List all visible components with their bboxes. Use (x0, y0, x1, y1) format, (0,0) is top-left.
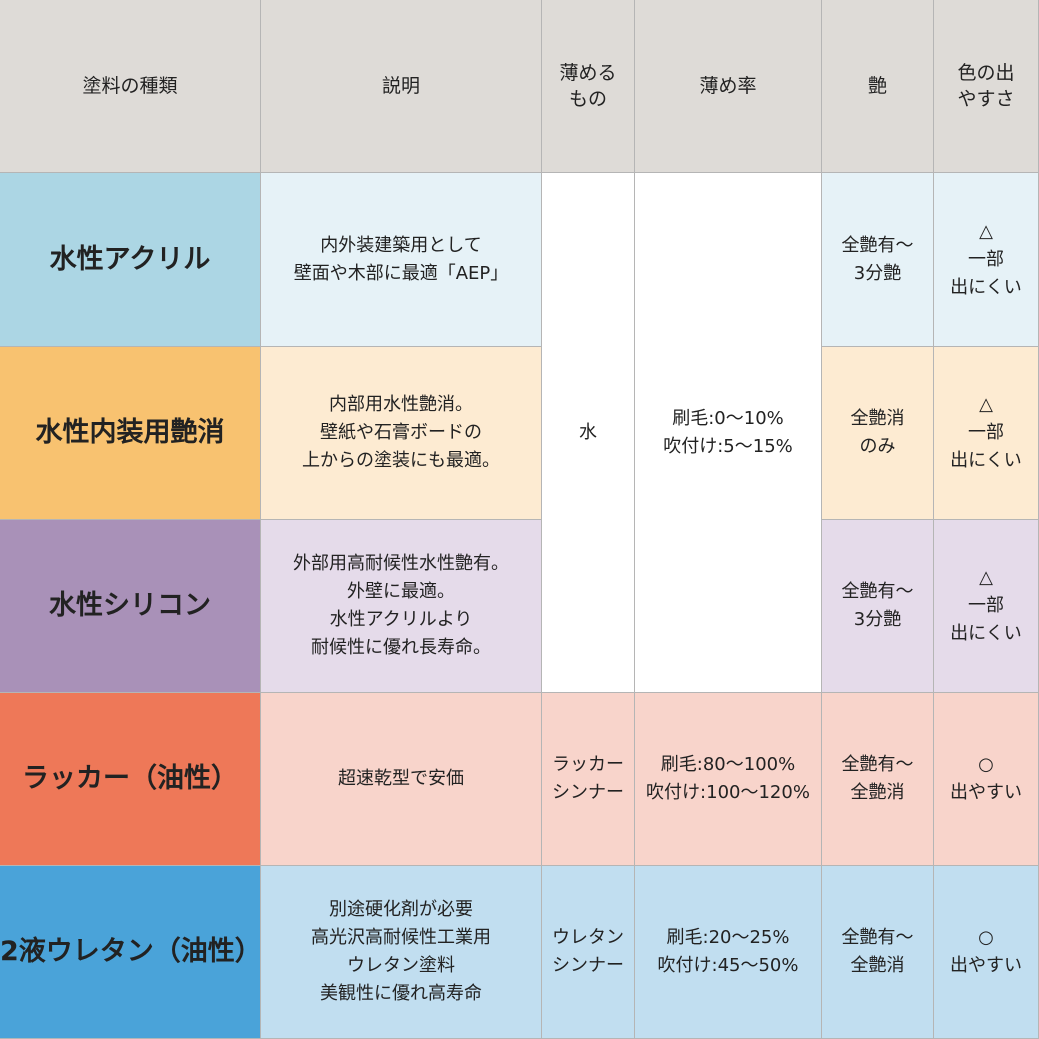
cell-text: △ (979, 220, 993, 242)
cell-text: 吹付け:100〜120% (646, 782, 810, 803)
gloss: 全艶有〜 全艶消 (822, 866, 934, 1039)
paint-name: 水性シリコン (0, 520, 261, 693)
cell-text: 全艶消 (850, 782, 905, 803)
thinner: ラッカー シンナー (542, 693, 635, 866)
cell-text: ○ (978, 754, 994, 775)
cell-text: ラッカー（油性） (22, 763, 238, 794)
header-cell: 艶 (822, 0, 934, 173)
cell-text: 一部 (968, 248, 1004, 270)
cell-text: 別途硬化剤が必要 (329, 899, 473, 920)
cell-text: 説明 (381, 75, 420, 97)
cell-text: 刷毛:20〜25% (666, 927, 790, 948)
cell-text: 水性内装用艶消 (35, 417, 225, 448)
cell-text: 内部用水性艶消。 (329, 394, 473, 415)
color-ease: ○ 出やすい (934, 866, 1039, 1039)
cell-text: 一部 (968, 595, 1004, 616)
cell-text: ○ (978, 927, 994, 948)
cell-text: 2液ウレタン（油性） (0, 936, 262, 967)
cell-text: 壁紙や石膏ボードの (320, 422, 482, 443)
cell-text: 壁面や木部に最適「AEP」 (293, 262, 509, 284)
cell-text: 刷毛:0〜10% (672, 407, 784, 429)
dilution-rate: 刷毛:0〜10% 吹付け:5〜15% (635, 173, 822, 693)
cell-text: 水性シリコン (49, 590, 211, 621)
cell-text: 全艶有〜 (841, 581, 914, 602)
cell-text: 出にくい (950, 276, 1022, 298)
cell-text: 吹付け:45〜50% (657, 955, 799, 976)
dilution-rate: 刷毛:80〜100% 吹付け:100〜120% (635, 693, 822, 866)
cell-text: 3分艶 (853, 609, 902, 630)
header-cell: 色の出 やすさ (934, 0, 1039, 173)
cell-text: 出にくい (950, 623, 1022, 644)
header-cell: 薄める もの (542, 0, 635, 173)
cell-text: 色の出 (957, 62, 1015, 84)
cell-text: △ (979, 394, 993, 415)
paint-name: ラッカー（油性） (0, 693, 261, 866)
gloss: 全艶有〜 3分艶 (822, 520, 934, 693)
cell-text: シンナー (552, 955, 624, 976)
cell-text: 外部用高耐候性水性艶有。 (293, 553, 509, 574)
gloss: 全艶有〜 3分艶 (822, 173, 934, 347)
cell-text: 美観性に優れ高寿命 (320, 983, 482, 1004)
color-ease: ○ 出やすい (934, 693, 1039, 866)
thinner: ウレタン シンナー (542, 866, 635, 1039)
cell-text: ウレタン塗料 (347, 955, 455, 976)
header-cell: 説明 (261, 0, 542, 173)
cell-text: 刷毛:80〜100% (660, 754, 796, 775)
paint-name: 水性内装用艶消 (0, 347, 261, 520)
paint-name: 2液ウレタン（油性） (0, 866, 262, 1039)
cell-text: 塗料の種類 (82, 75, 178, 97)
description: 別途硬化剤が必要 高光沢高耐候性工業用 ウレタン塗料美観性に優れ高寿命 (261, 866, 542, 1039)
gloss: 全艶有〜 全艶消 (822, 693, 934, 866)
color-ease: △ 一部出にくい (934, 347, 1039, 520)
cell-text: 出にくい (950, 450, 1022, 471)
cell-text: 一部 (968, 422, 1004, 443)
cell-text: 水 (579, 421, 597, 443)
color-ease: △ 一部出にくい (934, 173, 1039, 347)
cell-text: 耐候性に優れ長寿命。 (311, 637, 491, 658)
cell-text: 全艶有〜 (841, 927, 914, 948)
description: 超速乾型で安価 (261, 693, 542, 866)
cell-text: 出やすい (950, 955, 1022, 976)
cell-text: のみ (859, 436, 896, 457)
color-ease: △ 一部出にくい (934, 520, 1039, 693)
cell-text: 3分艶 (853, 262, 902, 284)
cell-text: 水性アクリルより (329, 609, 473, 630)
description: 内部用水性艶消。 壁紙や石膏ボードの 上からの塗装にも最適。 (261, 347, 542, 520)
cell-text: 出やすい (950, 782, 1022, 803)
cell-text: もの (568, 88, 607, 110)
cell-text: 水性アクリル (49, 243, 211, 275)
description: 内外装建築用として壁面や木部に最適「AEP」 (261, 173, 542, 347)
cell-text: 薄め率 (699, 75, 757, 97)
cell-text: ラッカー (552, 754, 624, 775)
cell-text: 薄める (559, 62, 617, 84)
paint-name: 水性アクリル (0, 173, 261, 347)
cell-text: 艶 (867, 75, 887, 97)
cell-text: シンナー (552, 782, 624, 803)
cell-text: 高光沢高耐候性工業用 (311, 927, 491, 948)
cell-text: やすさ (957, 88, 1015, 110)
cell-text: 吹付け:5〜15% (663, 435, 793, 457)
cell-text: 外壁に最適。 (347, 581, 455, 602)
cell-text: 全艶消 (850, 408, 905, 429)
cell-text: 超速乾型で安価 (338, 768, 464, 789)
dilution-rate: 刷毛:20〜25% 吹付け:45〜50% (635, 866, 822, 1039)
cell-text: 上からの塗装にも最適。 (302, 450, 500, 471)
header-cell: 塗料の種類 (0, 0, 261, 173)
cell-text: ウレタン (552, 927, 624, 948)
cell-text: △ (979, 567, 993, 588)
cell-text: 全艶有〜 (841, 234, 914, 256)
description: 外部用高耐候性水性艶有。 外壁に最適。 水性アクリルより 耐候性に優れ長寿命。 (261, 520, 542, 693)
gloss: 全艶消 のみ (822, 347, 934, 520)
thinner: 水 (542, 173, 635, 693)
cell-text: 全艶消 (850, 955, 905, 976)
header-cell: 薄め率 (635, 0, 822, 173)
cell-text: 内外装建築用として (320, 234, 482, 256)
cell-text: 全艶有〜 (841, 754, 914, 775)
